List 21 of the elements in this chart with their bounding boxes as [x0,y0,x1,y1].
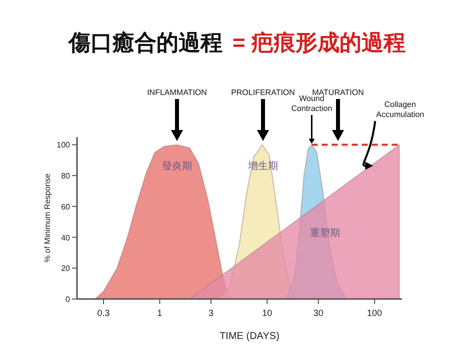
y-tick-label: 80 [61,172,71,181]
annotation: 發炎期 [162,160,192,172]
x-axis-title: TIME (DAYS) [220,331,280,342]
annotation: Wound Contraction [291,94,332,113]
chart-subtitle: = 疤痕形成的過程 [232,30,406,55]
chart-title: 傷口癒合的過程 [68,30,223,55]
x-tick-label: 10 [262,308,272,318]
y-tick-label: 40 [61,233,71,242]
x-tick-label: 100 [367,308,382,318]
x-tick-label: 30 [313,308,324,318]
y-tick-label: 100 [56,140,71,150]
x-tick-label: 0.3 [97,308,110,318]
x-tick-label: 3 [208,308,214,318]
y-axis-title: % of Minimum Response [43,172,52,262]
annotation: Collagen Accumulation [376,100,424,119]
y-tick-label: 20 [61,264,71,274]
x-tick-label: 1 [157,308,162,318]
y-tick-label: 0 [66,295,71,304]
y-tick-label: 60 [61,202,71,212]
annotation: 增生期 [247,160,278,172]
annotation: 重塑期 [310,227,340,239]
